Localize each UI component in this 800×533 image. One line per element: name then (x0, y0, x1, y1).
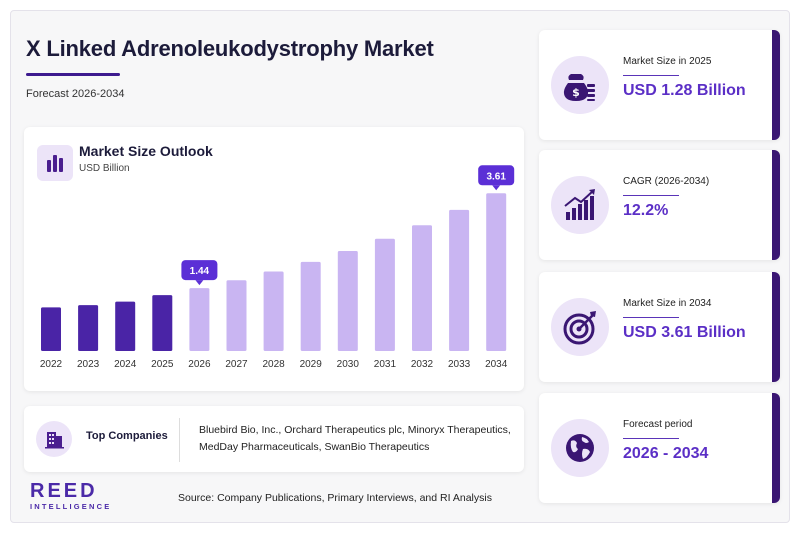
logo-sub-text: INTELLIGENCE (30, 502, 112, 511)
building-icon (36, 421, 72, 457)
x-tick-label: 2031 (374, 359, 397, 370)
bar-2023 (78, 305, 99, 351)
bar-2031 (374, 238, 395, 351)
stat-label: Market Size in 2034 (623, 298, 712, 309)
x-tick-label: 2024 (114, 359, 137, 370)
svg-text:3.61: 3.61 (486, 171, 506, 182)
x-tick-label: 2030 (337, 359, 360, 370)
title-underline (26, 73, 120, 76)
bar-2029 (300, 261, 321, 351)
chart-card: Market Size Outlook USD Billion 2022 2023… (24, 127, 524, 391)
x-tick-label: 2029 (300, 359, 323, 370)
stat-value: USD 3.61 Billion (623, 324, 746, 341)
stat-card-cagr: CAGR (2026-2034) 12.2% (539, 150, 780, 260)
stat-label: Forecast period (623, 419, 693, 430)
top-companies-label: Top Companies (86, 430, 168, 442)
bar-2027 (226, 280, 247, 351)
x-tick-label: 2034 (485, 359, 508, 370)
bar-chart-icon (37, 145, 73, 181)
data-label-2034: 3.61 (478, 165, 515, 191)
bar-2026 (189, 288, 210, 351)
chart-title: Market Size Outlook (79, 143, 213, 159)
svg-text:$: $ (572, 86, 580, 99)
x-tick-label: 2026 (188, 359, 211, 370)
page-subtitle: Forecast 2026-2034 (26, 88, 125, 100)
source-note: Source: Company Publications, Primary In… (178, 492, 492, 504)
stat-underline (623, 317, 679, 318)
stat-label: Market Size in 2025 (623, 56, 712, 67)
bar-2032 (412, 225, 432, 351)
x-tick-label: 2028 (262, 359, 285, 370)
x-tick-label: 2025 (151, 359, 174, 370)
money-bag-icon: $ (551, 56, 609, 114)
stat-value: 12.2% (623, 202, 669, 219)
x-tick-label: 2023 (77, 359, 100, 370)
top-companies-list: Bluebird Bio, Inc., Orchard Therapeutics… (199, 424, 511, 453)
stat-card-market-size-2034: Market Size in 2034 USD 3.61 Billion (539, 272, 780, 382)
stat-value: 2026 - 2034 (623, 445, 709, 462)
x-tick-label: 2033 (448, 359, 471, 370)
stat-underline (623, 75, 679, 76)
data-label-2026: 1.44 (181, 260, 218, 286)
stat-card-market-size-2025: $ Market Size in 2025 USD 1.28 Billion (539, 30, 780, 140)
target-icon (551, 298, 609, 356)
bar-2033 (449, 209, 470, 351)
divider (179, 418, 180, 462)
bar-2030 (337, 250, 358, 351)
x-tick-label: 2032 (411, 359, 434, 370)
logo-main-text: REED (30, 480, 98, 502)
bar-2022 (41, 307, 61, 351)
reed-intelligence-logo: REED INTELLIGENCE (30, 480, 111, 511)
stat-underline (623, 195, 679, 196)
page-title: X Linked Adrenoleukodystrophy Market (26, 36, 434, 61)
stat-card-forecast-period: Forecast period 2026 - 2034 (539, 393, 780, 503)
stat-label: CAGR (2026-2034) (623, 176, 710, 187)
bar-chart: 2022 2023 2024 2025 2026 1.44 2027 2028 2029 2030… (40, 165, 515, 370)
x-tick-label: 2022 (40, 359, 63, 370)
x-tick-label: 2027 (225, 359, 248, 370)
bar-2024 (115, 301, 136, 351)
top-companies-card: Top Companies Bluebird Bio, Inc., Orchar… (24, 406, 524, 472)
stat-value: USD 1.28 Billion (623, 82, 746, 99)
bar-2028 (263, 271, 284, 351)
svg-text:1.44: 1.44 (190, 266, 210, 277)
bar-2025 (152, 295, 173, 351)
stat-underline (623, 438, 679, 439)
globe-icon (551, 419, 609, 477)
chart-unit: USD Billion (79, 163, 130, 174)
bar-2034 (486, 193, 507, 351)
growth-chart-icon (551, 176, 609, 234)
